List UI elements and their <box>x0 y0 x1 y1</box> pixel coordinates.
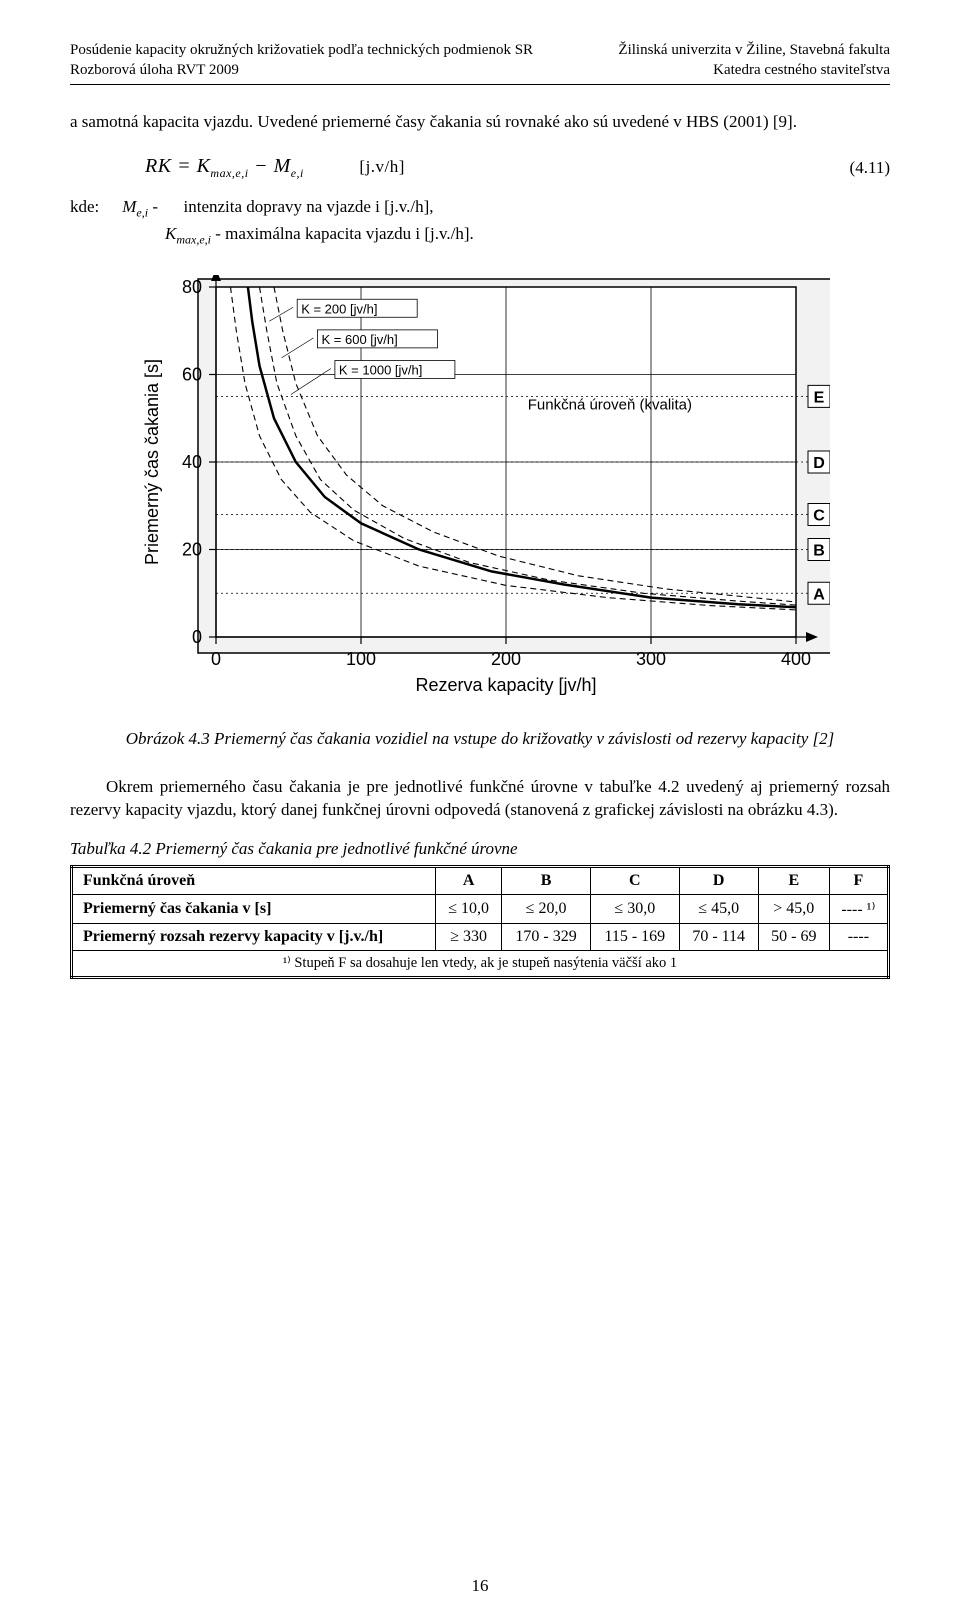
svg-text:Priemerný čas čakania [s]: Priemerný čas čakania [s] <box>142 359 162 565</box>
svg-text:E: E <box>814 389 825 406</box>
svg-text:A: A <box>813 586 825 603</box>
svg-text:0: 0 <box>192 627 202 647</box>
formula-minus: − <box>254 155 268 177</box>
th-F: F <box>829 866 888 894</box>
svg-text:0: 0 <box>211 649 221 669</box>
row2-label: Priemerný rozsah rezervy kapacity v [j.v… <box>72 923 436 950</box>
equation-4-11: RK = Kmax,e,i − Me,i [j.v/h] (4.11) <box>70 155 890 181</box>
def-k-text: maximálna kapacita vjazdu i [j.v./h]. <box>225 224 474 243</box>
th-C: C <box>591 866 679 894</box>
figure-4-3-chart: E D C B A Funkčná úroveň (kvalita) K = 200 [jv… <box>130 275 830 710</box>
header-left-line1: Posúdenie kapacity okružných križovatiek… <box>70 40 533 60</box>
def-m-text: intenzita dopravy na vjazde i [j.v./h], <box>184 197 434 216</box>
definitions-block: kde: Me,i - intenzita dopravy na vjazde … <box>70 195 890 249</box>
svg-text:C: C <box>813 508 825 525</box>
def-m-sym: M <box>122 197 136 216</box>
figure-caption: Obrázok 4.3 Priemerný čas čakania vozidi… <box>70 728 890 750</box>
paragraph-2: Okrem priemerného času čakania je pre je… <box>70 776 890 822</box>
formula-eq: = <box>177 155 191 177</box>
header-right-line1: Žilinská univerzita v Žiline, Stavebná f… <box>618 40 890 60</box>
svg-text:200: 200 <box>491 649 521 669</box>
svg-text:40: 40 <box>182 452 202 472</box>
header-left-line2: Rozborová úloha RVT 2009 <box>70 60 533 80</box>
intro-paragraph: a samotná kapacita vjazdu. Uvedené priem… <box>70 111 890 134</box>
formula-unit: [j.v/h] <box>359 157 405 176</box>
svg-text:60: 60 <box>182 365 202 385</box>
kde-label: kde: <box>70 195 118 220</box>
r1c2: ≤ 20,0 <box>502 894 591 923</box>
svg-text:K = 1000 [jv/h]: K = 1000 [jv/h] <box>339 363 422 378</box>
r1c1: ≤ 10,0 <box>436 894 502 923</box>
svg-text:100: 100 <box>346 649 376 669</box>
page-header: Posúdenie kapacity okružných križovatiek… <box>70 40 890 85</box>
svg-text:300: 300 <box>636 649 666 669</box>
th-D: D <box>679 866 758 894</box>
svg-text:Funkčná úroveň (kvalita): Funkčná úroveň (kvalita) <box>528 397 692 414</box>
r2c3: 115 - 169 <box>591 923 679 950</box>
svg-text:20: 20 <box>182 540 202 560</box>
formula-m: M <box>274 155 291 177</box>
def-m-dash: - <box>152 197 162 216</box>
th-E: E <box>758 866 829 894</box>
formula-k-sub: max,e,i <box>210 166 248 180</box>
r2c2: 170 - 329 <box>502 923 591 950</box>
th-funklevel: Funkčná úroveň <box>72 866 436 894</box>
svg-text:400: 400 <box>781 649 811 669</box>
r1c4: ≤ 45,0 <box>679 894 758 923</box>
svg-text:D: D <box>813 455 825 472</box>
r2c4: 70 - 114 <box>679 923 758 950</box>
svg-text:B: B <box>813 543 825 560</box>
svg-text:Rezerva kapacity [jv/h]: Rezerva kapacity [jv/h] <box>415 675 596 695</box>
equation-number: (4.11) <box>850 158 890 178</box>
r1c5: > 45,0 <box>758 894 829 923</box>
r2c6: ---- <box>829 923 888 950</box>
formula-m-sub: e,i <box>291 166 304 180</box>
th-A: A <box>436 866 502 894</box>
r2c5: 50 - 69 <box>758 923 829 950</box>
table-4-2: Funkčná úroveň A B C D E F Priemerný čas… <box>70 865 890 979</box>
formula-k: K <box>197 155 211 177</box>
r1c6: ---- ¹⁾ <box>829 894 888 923</box>
header-right-line2: Katedra cestného staviteľstva <box>618 60 890 80</box>
r1c3: ≤ 30,0 <box>591 894 679 923</box>
table-footnote: ¹⁾ Stupeň F sa dosahuje len vtedy, ak je… <box>72 950 889 977</box>
th-B: B <box>502 866 591 894</box>
def-k-sub: max,e,i <box>176 233 211 247</box>
header-right: Žilinská univerzita v Žiline, Stavebná f… <box>618 40 890 81</box>
r2c1: ≥ 330 <box>436 923 502 950</box>
svg-text:80: 80 <box>182 277 202 297</box>
svg-text:K = 600 [jv/h]: K = 600 [jv/h] <box>322 332 398 347</box>
page-number: 16 <box>0 1576 960 1596</box>
formula-lhs: RK <box>145 155 172 177</box>
header-left: Posúdenie kapacity okružných križovatiek… <box>70 40 533 81</box>
row1-label: Priemerný čas čakania v [s] <box>72 894 436 923</box>
table-caption: Tabuľka 4.2 Priemerný čas čakania pre je… <box>70 839 890 859</box>
def-k-dash: - <box>215 224 225 243</box>
svg-text:K = 200 [jv/h]: K = 200 [jv/h] <box>301 301 377 316</box>
def-m-sub: e,i <box>136 206 148 220</box>
def-k-sym: K <box>165 224 176 243</box>
